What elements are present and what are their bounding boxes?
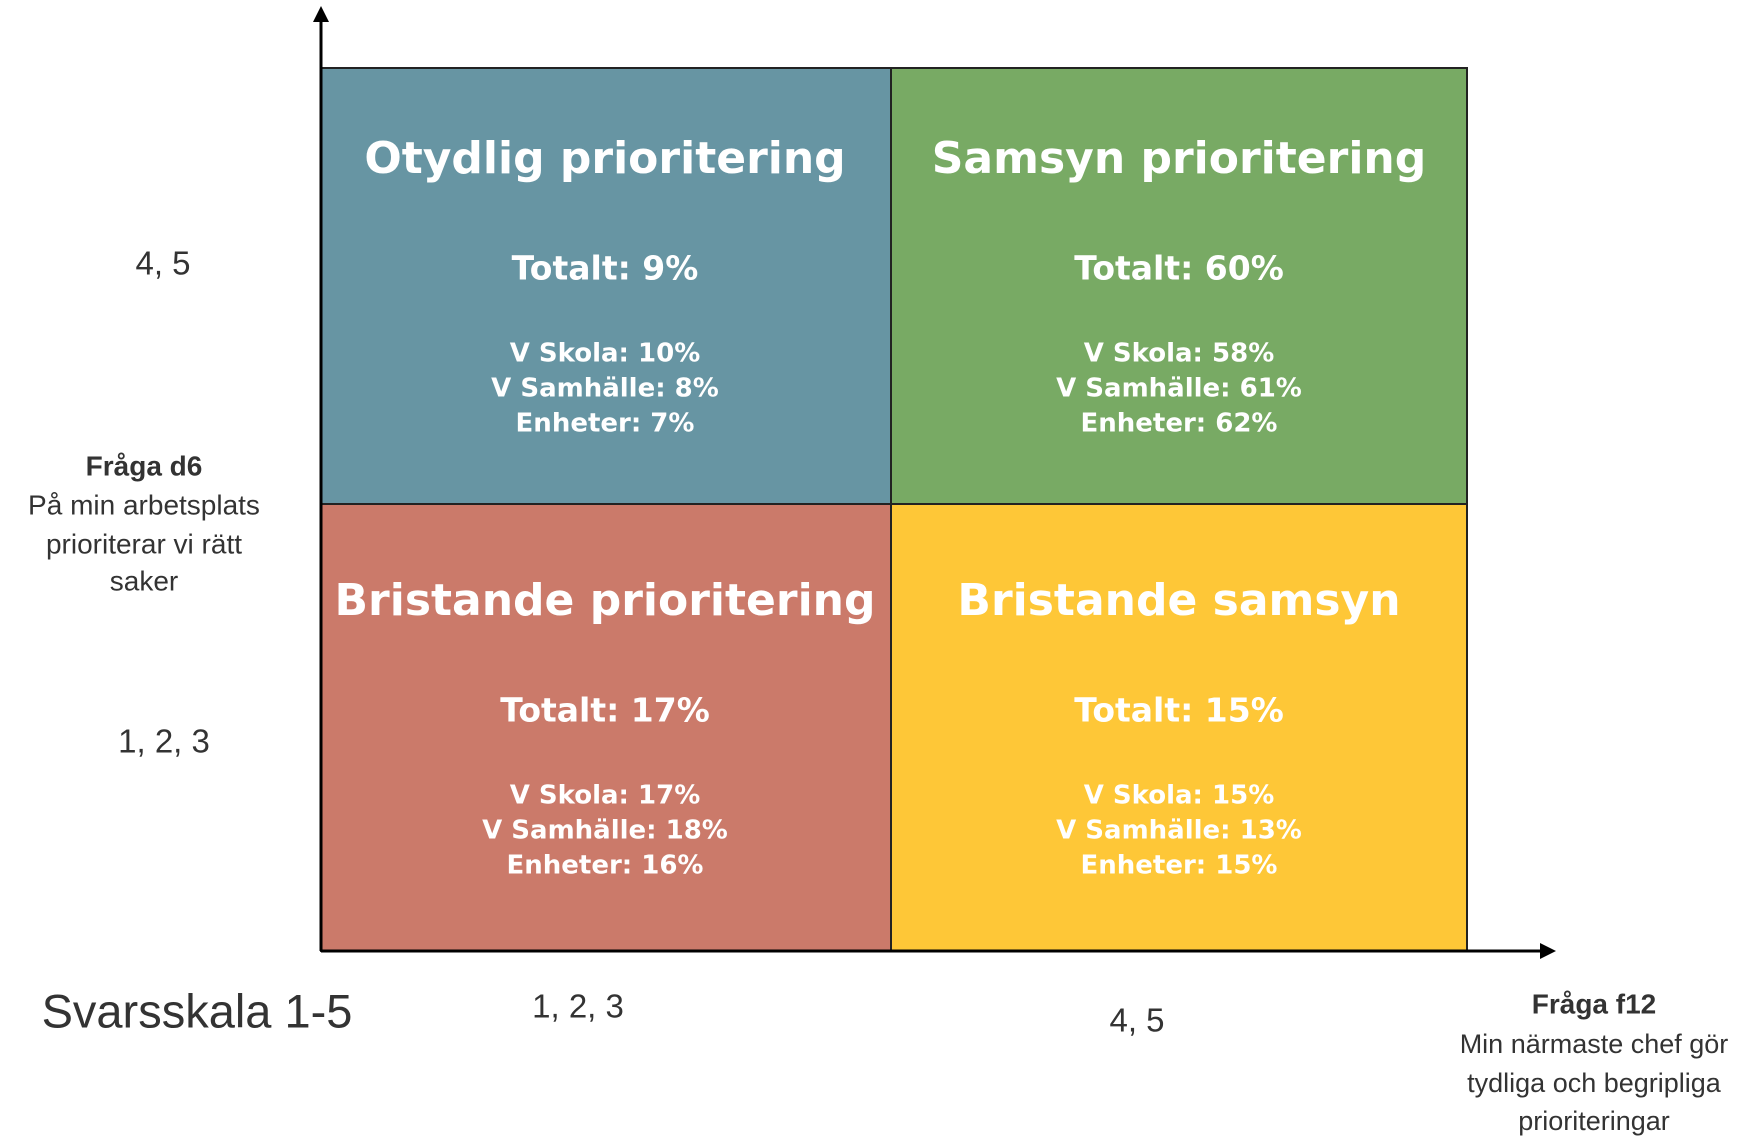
quadrant-detail: Enheter: 15% (1081, 851, 1278, 881)
y-desc: saker (110, 565, 178, 596)
scale-label: Svarsskala 1-5 (42, 984, 353, 1037)
quadrant-detail: V Samhälle: 18% (482, 816, 728, 846)
quadrant-title: Otydlig prioritering (364, 133, 845, 184)
y-low: 1, 2, 3 (118, 723, 210, 760)
quadrant-detail: V Samhälle: 61% (1056, 374, 1302, 404)
quadrant-detail: V Samhälle: 13% (1056, 816, 1302, 846)
x-title: Fråga f12 (1532, 988, 1657, 1019)
quadrant-detail: V Samhälle: 8% (491, 374, 719, 404)
x-desc: prioriteringar (1518, 1106, 1670, 1136)
y-desc: prioriterar vi rätt (46, 528, 242, 559)
quadrant-total: Totalt: 60% (1074, 249, 1284, 288)
quadrant-total: Totalt: 17% (500, 691, 710, 730)
y-desc: På min arbetsplats (28, 489, 260, 520)
y-title: Fråga d6 (86, 450, 203, 481)
y-high: 4, 5 (135, 245, 190, 282)
quadrant-bg (320, 67, 892, 505)
quadrant-total: Totalt: 15% (1074, 691, 1284, 730)
quadrant-detail: Enheter: 7% (516, 409, 695, 439)
quadrant-total: Totalt: 9% (512, 249, 699, 288)
quadrant-detail: V Skola: 15% (1084, 781, 1275, 811)
quadrant-detail: V Skola: 58% (1084, 339, 1275, 369)
quadrant-title: Bristande samsyn (957, 575, 1400, 626)
quadrant-detail: Enheter: 16% (507, 851, 704, 881)
quadrant-bg (890, 503, 1468, 952)
x-desc: Min närmaste chef gör (1460, 1029, 1729, 1059)
quadrant-title: Samsyn prioritering (932, 133, 1427, 184)
arrowhead (313, 6, 329, 22)
x-high: 4, 5 (1109, 1002, 1164, 1039)
quadrant-detail: V Skola: 17% (510, 781, 701, 811)
quadrant-bg (320, 503, 892, 952)
quadrant-title: Bristande prioritering (335, 575, 876, 626)
quadrant-bg (890, 67, 1468, 505)
arrowhead (1540, 943, 1556, 959)
x-low: 1, 2, 3 (532, 988, 624, 1025)
quadrant-detail: Enheter: 62% (1081, 409, 1278, 439)
quadrant-detail: V Skola: 10% (510, 339, 701, 369)
x-desc: tydliga och begripliga (1467, 1068, 1722, 1098)
